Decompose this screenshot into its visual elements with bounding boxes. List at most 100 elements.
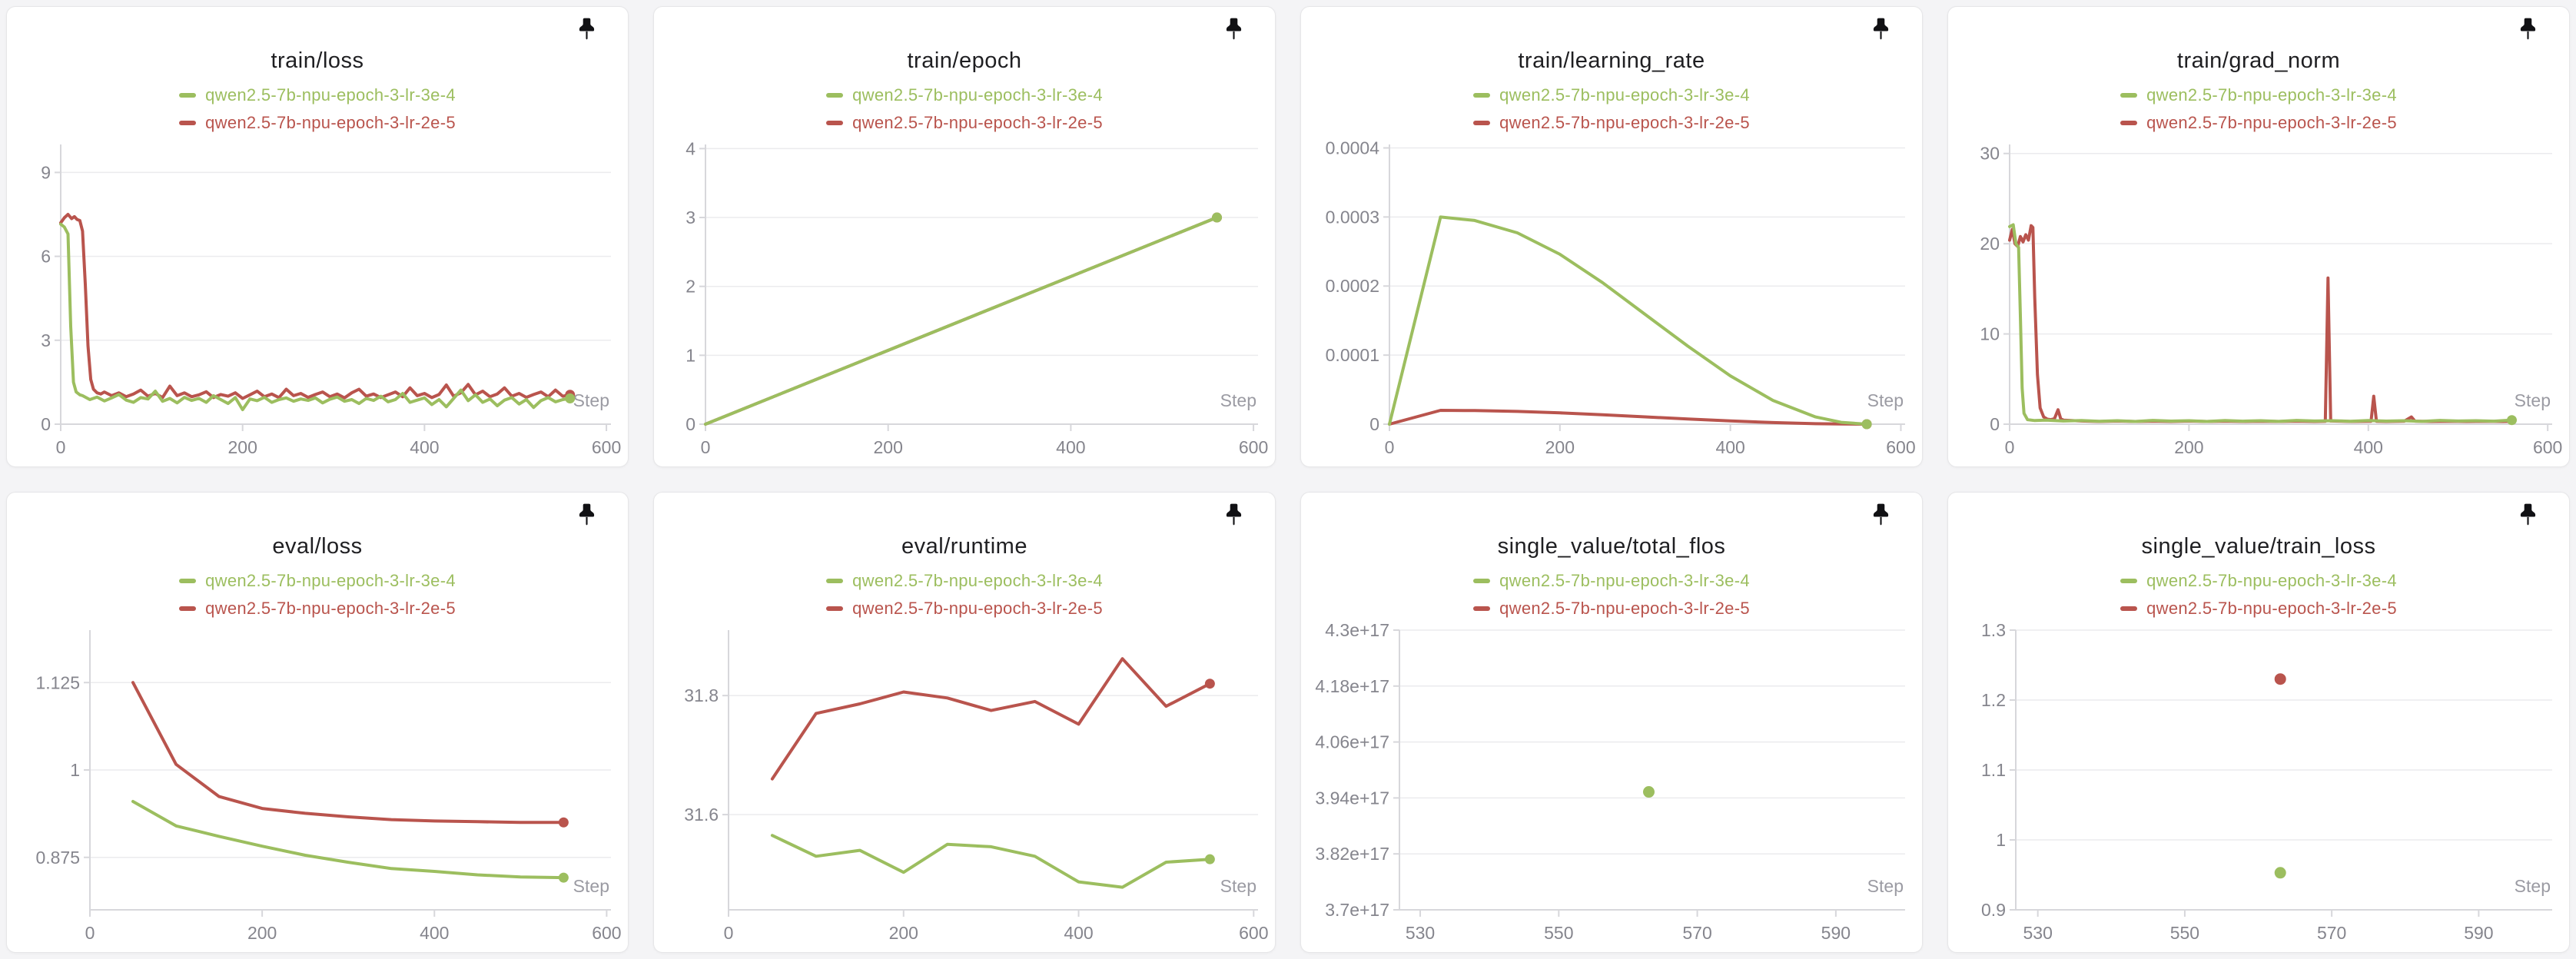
y-tick-label: 3.94e+17 xyxy=(1315,788,1389,808)
y-tick-label: 1 xyxy=(70,760,80,780)
pushpin-icon xyxy=(1226,503,1241,526)
legend-run-label: qwen2.5-7b-npu-epoch-3-lr-2e-5 xyxy=(852,112,1103,132)
legend-color-dash-icon xyxy=(179,92,197,98)
series-line xyxy=(59,222,572,412)
chart-legend: qwen2.5-7b-npu-epoch-3-lr-3e-4 qwen2.5-7… xyxy=(654,84,1275,134)
y-tick-label: 0.0003 xyxy=(1326,207,1379,227)
y-tick-label: 3 xyxy=(685,207,695,227)
y-tick-label: 0 xyxy=(685,414,695,434)
y-tick-label: 1.1 xyxy=(1981,760,2006,780)
chart-legend: qwen2.5-7b-npu-epoch-3-lr-3e-4 qwen2.5-7… xyxy=(1948,569,2569,619)
x-tick-label: 200 xyxy=(228,437,257,457)
series-line xyxy=(1388,215,1869,426)
chart-title: single_value/total_flos xyxy=(1497,534,1726,559)
y-tick-label: 30 xyxy=(1980,144,2000,164)
legend-color-dash-icon xyxy=(1473,120,1491,125)
legend-item: qwen2.5-7b-npu-epoch-3-lr-2e-5 xyxy=(2120,111,2397,134)
x-tick-label: 590 xyxy=(1821,923,1851,943)
legend-run-label: qwen2.5-7b-npu-epoch-3-lr-3e-4 xyxy=(2146,570,2397,590)
chart-legend: qwen2.5-7b-npu-epoch-3-lr-3e-4 qwen2.5-7… xyxy=(1301,84,1922,134)
x-tick-label: 0 xyxy=(701,437,711,457)
x-tick-label: 600 xyxy=(1239,923,1268,943)
chart-plot[interactable]: 0 10 20 30 0 200 400 600 Step xyxy=(1948,135,2570,466)
pushpin-icon xyxy=(579,18,594,40)
data-point[interactable] xyxy=(1642,786,1655,798)
y-tick-label: 3.7e+17 xyxy=(1325,900,1389,920)
x-tick-label: 570 xyxy=(2317,923,2346,943)
chart-plot[interactable]: 0.875 1 1.125 0 200 400 600 Step xyxy=(7,621,629,951)
chart-plot[interactable]: 31.6 31.8 0 200 400 600 Step xyxy=(654,621,1276,951)
chart-card-train-grad-norm: train/grad_norm qwen2.5-7b-npu-epoch-3-l… xyxy=(1947,6,2570,467)
x-tick-label: 400 xyxy=(1064,923,1093,943)
x-tick-label: 400 xyxy=(2354,437,2383,457)
pin-button[interactable] xyxy=(571,503,602,534)
legend-color-dash-icon xyxy=(179,578,197,583)
chart-title: train/grad_norm xyxy=(2176,48,2341,73)
chart-plot[interactable]: 0 3 6 9 0 200 400 600 Step xyxy=(7,135,629,466)
pin-button[interactable] xyxy=(571,18,602,48)
chart-plot[interactable]: 0.9 1 1.1 1.2 1.3 530 550 570 590 Step xyxy=(1948,621,2570,951)
chart-legend: qwen2.5-7b-npu-epoch-3-lr-3e-4 qwen2.5-7… xyxy=(7,84,628,134)
pin-button[interactable] xyxy=(1218,18,1249,48)
legend-run-label: qwen2.5-7b-npu-epoch-3-lr-2e-5 xyxy=(1499,112,1750,132)
pushpin-icon xyxy=(1226,18,1241,40)
series-line xyxy=(1388,409,1869,426)
legend-color-dash-icon xyxy=(826,92,844,98)
legend-color-dash-icon xyxy=(826,606,844,611)
pin-button[interactable] xyxy=(2512,18,2543,48)
chart-plot[interactable]: 0 1 2 3 4 0 200 400 600 Step xyxy=(654,135,1276,466)
chart-card-train-learning-rate: train/learning_rate qwen2.5-7b-npu-epoch… xyxy=(1300,6,1923,467)
chart-plot[interactable]: 3.7e+17 3.82e+17 3.94e+17 4.06e+17 4.18e+17 4… xyxy=(1301,621,1923,951)
legend-item: qwen2.5-7b-npu-epoch-3-lr-3e-4 xyxy=(826,84,1103,106)
x-tick-label: 570 xyxy=(1682,923,1711,943)
x-tick-label: 200 xyxy=(2174,437,2203,457)
pin-button[interactable] xyxy=(1218,503,1249,534)
x-tick-label: 590 xyxy=(2464,923,2493,943)
series-line xyxy=(131,800,566,880)
x-tick-label: 200 xyxy=(247,923,277,943)
legend-item: qwen2.5-7b-npu-epoch-3-lr-2e-5 xyxy=(2120,597,2397,619)
series-line xyxy=(131,681,566,825)
x-axis-label: Step xyxy=(1867,876,1904,896)
series-end-dot xyxy=(2506,415,2517,426)
legend-run-label: qwen2.5-7b-npu-epoch-3-lr-2e-5 xyxy=(852,598,1103,618)
x-tick-label: 0 xyxy=(1385,437,1395,457)
legend-run-label: qwen2.5-7b-npu-epoch-3-lr-3e-4 xyxy=(2146,85,2397,105)
x-tick-label: 600 xyxy=(1239,437,1268,457)
x-axis-label: Step xyxy=(2515,390,2551,410)
y-tick-label: 0.0004 xyxy=(1326,138,1380,158)
pin-button[interactable] xyxy=(1865,503,1896,534)
chart-card-eval-loss: eval/loss qwen2.5-7b-npu-epoch-3-lr-3e-4… xyxy=(6,492,629,953)
legend-color-dash-icon xyxy=(2120,578,2138,583)
series-end-dot xyxy=(558,817,569,828)
chart-plot[interactable]: 0 0.0001 0.0002 0.0003 0.0004 0 200 400 600 Step xyxy=(1301,135,1923,466)
y-tick-label: 9 xyxy=(41,162,51,182)
legend-item: qwen2.5-7b-npu-epoch-3-lr-3e-4 xyxy=(179,84,456,106)
x-axis-label: Step xyxy=(573,390,609,410)
chart-title: single_value/train_loss xyxy=(2141,534,2376,559)
series-end-dot xyxy=(1212,212,1223,223)
chart-title: train/loss xyxy=(271,48,364,73)
legend-run-label: qwen2.5-7b-npu-epoch-3-lr-3e-4 xyxy=(852,570,1103,590)
data-point[interactable] xyxy=(2274,673,2286,685)
legend-run-label: qwen2.5-7b-npu-epoch-3-lr-2e-5 xyxy=(2146,112,2397,132)
y-tick-label: 0.0002 xyxy=(1326,276,1379,296)
pin-button[interactable] xyxy=(1865,18,1896,48)
x-tick-label: 400 xyxy=(410,437,439,457)
legend-run-label: qwen2.5-7b-npu-epoch-3-lr-3e-4 xyxy=(1499,570,1750,590)
series-end-dot xyxy=(1204,679,1215,689)
legend-run-label: qwen2.5-7b-npu-epoch-3-lr-3e-4 xyxy=(852,85,1103,105)
y-tick-label: 1.3 xyxy=(1981,621,2006,640)
x-tick-label: 600 xyxy=(592,437,621,457)
y-tick-label: 1 xyxy=(1996,830,2006,850)
legend-item: qwen2.5-7b-npu-epoch-3-lr-3e-4 xyxy=(179,569,456,592)
x-tick-label: 600 xyxy=(2533,437,2562,457)
data-point[interactable] xyxy=(2274,867,2286,879)
y-tick-label: 6 xyxy=(41,247,51,267)
chart-card-eval-runtime: eval/runtime qwen2.5-7b-npu-epoch-3-lr-3… xyxy=(653,492,1276,953)
legend-run-label: qwen2.5-7b-npu-epoch-3-lr-2e-5 xyxy=(205,598,456,618)
x-tick-label: 0 xyxy=(2005,437,2015,457)
pin-button[interactable] xyxy=(2512,503,2543,534)
series-end-dot xyxy=(1204,854,1215,864)
legend-item: qwen2.5-7b-npu-epoch-3-lr-3e-4 xyxy=(1473,84,1750,106)
